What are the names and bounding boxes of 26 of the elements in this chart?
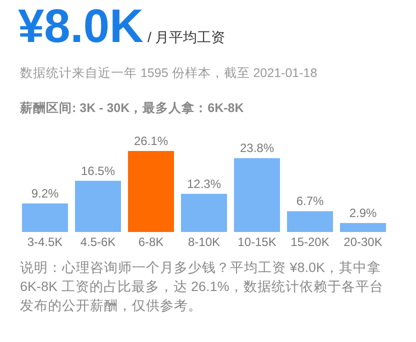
x-tick-label: 3-4.5K [27,235,63,249]
x-tick-label: 6-8K [138,235,164,249]
bar [340,223,386,232]
data-label: 6.7% [296,194,324,208]
bar [287,211,333,232]
x-tick-label: 4.5-6K [80,235,116,249]
data-label: 26.1% [134,134,168,148]
x-tick-label: 8-10K [188,235,220,249]
bar [181,194,227,232]
bar [75,180,121,232]
data-label: 12.3% [186,176,222,191]
text: 薪酬区间: 3K - 30K，最多人拿：6K-8K [19,100,244,115]
x-tick-label: 20-30K [344,235,382,249]
data-label: 2.9% [349,206,377,220]
data-label: 23.8% [240,141,274,156]
bar [234,158,280,232]
data-label: 16.5% [80,164,116,178]
data-label: 9.2% [31,186,59,200]
text: 数据统计来自近一年 1595 份样本，截至 2021-01-18 [20,66,318,80]
x-tick-label: 10-15K [238,235,276,249]
chart-title: ¥8.0K [18,0,144,52]
bar [22,203,68,232]
chart-subtitle: / 月平均工资 [147,29,226,45]
bar [128,151,174,232]
x-tick-label: 15-20K [290,235,330,249]
text: 说明：心理咨询师一个月多少钱？平均工资 ¥8.0K，其中拿6K-8K 工资的占比最多，达 26.1%，数据统计依赖于各平台发布的公开薪酬，仅供参考。 [20,259,384,315]
